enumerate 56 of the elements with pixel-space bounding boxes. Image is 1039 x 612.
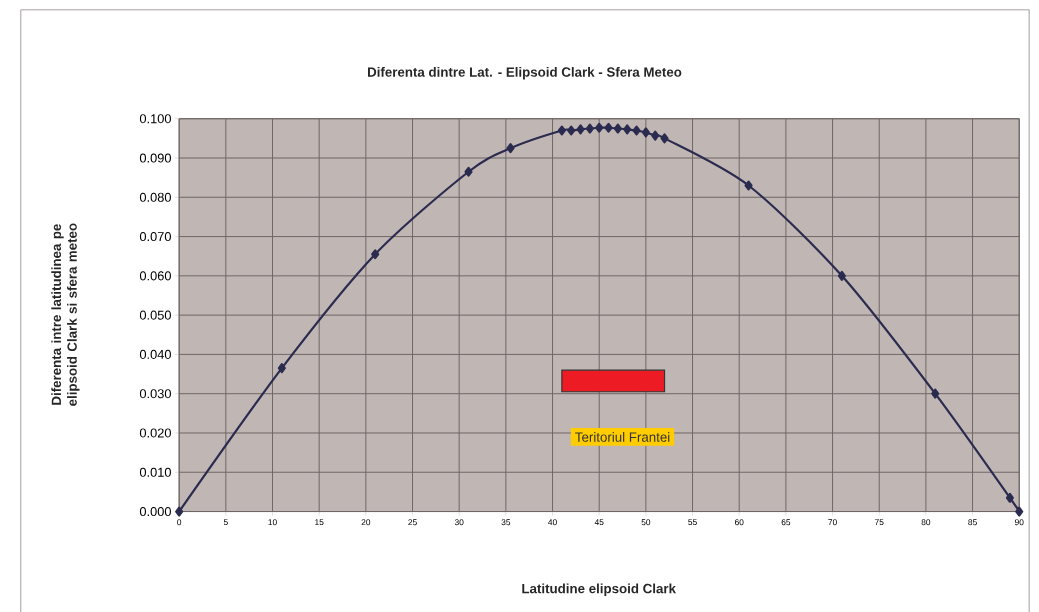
point: [464, 166, 473, 177]
point: [651, 130, 660, 141]
y-tick-label: 0.100: [139, 113, 171, 124]
y-tick-label: 0.060: [139, 271, 171, 281]
point: [585, 123, 594, 134]
point: [506, 142, 515, 153]
x-tick-label: 75: [874, 519, 884, 525]
y-tick-label: 0.030: [139, 388, 171, 398]
x-tick-label: 85: [968, 519, 977, 525]
x-tick-label: 0: [177, 519, 182, 525]
x-tick-label: 20: [361, 519, 371, 525]
band-label: Teritoriul Frantei: [575, 431, 670, 442]
y-tick-label: 0.050: [139, 310, 171, 320]
point: [632, 125, 641, 136]
y-tick-label: 0.080: [139, 192, 171, 202]
point: [641, 127, 650, 138]
x-tick-label: 80: [921, 519, 931, 525]
x-tick-label: 60: [734, 519, 744, 525]
point: [371, 248, 380, 260]
x-tick-label: 70: [828, 519, 837, 525]
x-tick-label: 15: [315, 519, 324, 525]
point: [660, 133, 669, 144]
x-tick-label: 30: [454, 519, 464, 525]
x-tick-label: 55: [688, 519, 697, 525]
point: [576, 124, 585, 135]
x-tick-label: 90: [1014, 519, 1024, 525]
point: [277, 362, 286, 373]
y-tick-label: 0.010: [139, 467, 171, 477]
x-tick-label: 35: [501, 519, 511, 525]
y-axis-title: Diferenta intre latitudinea pe elipsoid Clark si sfera meteo: [51, 223, 80, 406]
x-tick-label: 25: [408, 519, 417, 525]
point: [931, 388, 940, 399]
point: [623, 124, 632, 135]
y-tick-label: 0.090: [139, 153, 171, 163]
point: [567, 125, 576, 136]
point: [837, 270, 846, 281]
x-tick-label: 40: [548, 519, 557, 525]
x-tick-label: 50: [641, 519, 651, 525]
y-tick-label: 0.040: [139, 349, 171, 359]
point: [613, 123, 622, 134]
y-tick-label: 0.020: [139, 428, 171, 438]
chart-title: Diferenta dintre Lat. - Elipsoid Clark - Sfera Meteo: [368, 66, 682, 80]
x-tick-label: 65: [781, 519, 791, 525]
y-tick-label: 0.070: [139, 231, 171, 241]
point: [557, 125, 566, 136]
point: [604, 122, 613, 133]
point: [744, 180, 753, 191]
x-axis-title: Latitudine elipsoid Clark: [522, 583, 676, 596]
x-tick-label: 10: [268, 519, 277, 525]
y-tick-label: 0.000: [139, 506, 171, 516]
x-tick-label: 45: [594, 519, 604, 525]
point: [1005, 492, 1014, 503]
x-tick-label: 5: [223, 519, 228, 525]
point: [1015, 506, 1024, 517]
point: [175, 506, 184, 517]
point: [595, 122, 604, 133]
